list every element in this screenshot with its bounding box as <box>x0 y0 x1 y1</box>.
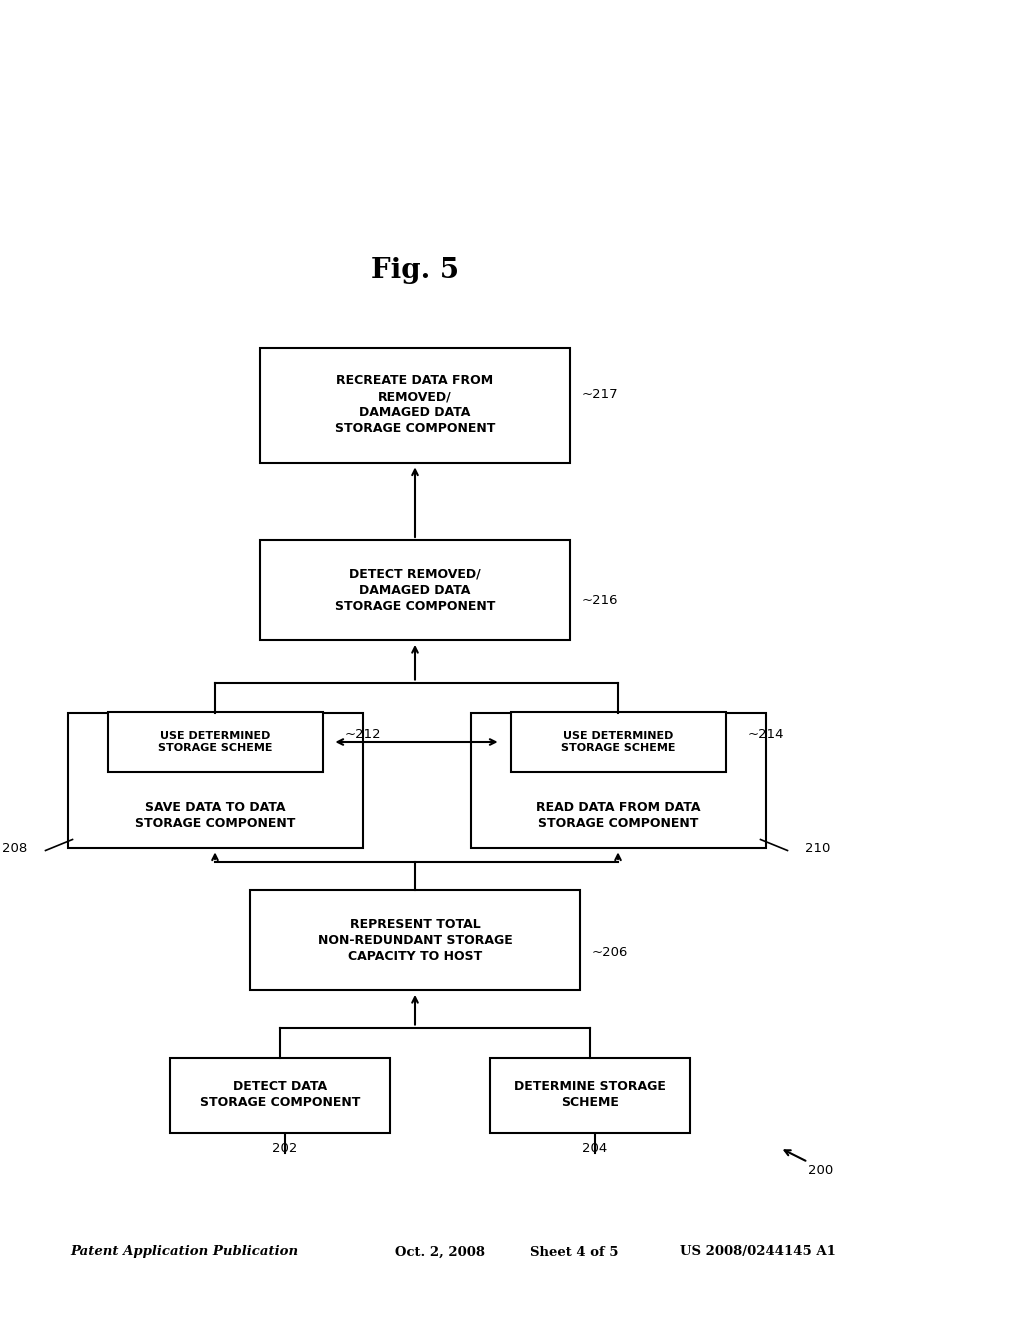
Text: REPRESENT TOTAL
NON-REDUNDANT STORAGE
CAPACITY TO HOST: REPRESENT TOTAL NON-REDUNDANT STORAGE CA… <box>317 917 512 962</box>
Text: ~206: ~206 <box>592 945 629 958</box>
Text: USE DETERMINED
STORAGE SCHEME: USE DETERMINED STORAGE SCHEME <box>561 731 675 754</box>
Text: DETECT DATA
STORAGE COMPONENT: DETECT DATA STORAGE COMPONENT <box>200 1081 360 1110</box>
Text: Fig. 5: Fig. 5 <box>371 256 459 284</box>
Bar <box>170 1057 390 1133</box>
Text: US 2008/0244145 A1: US 2008/0244145 A1 <box>680 1246 836 1258</box>
Text: READ DATA FROM DATA
STORAGE COMPONENT: READ DATA FROM DATA STORAGE COMPONENT <box>536 801 700 830</box>
Text: SAVE DATA TO DATA
STORAGE COMPONENT: SAVE DATA TO DATA STORAGE COMPONENT <box>135 801 295 830</box>
Text: ~212: ~212 <box>344 727 381 741</box>
Bar <box>68 713 362 847</box>
Text: ~214: ~214 <box>748 727 784 741</box>
Bar <box>250 890 580 990</box>
Bar <box>511 711 725 772</box>
Bar <box>260 540 570 640</box>
Text: Patent Application Publication: Patent Application Publication <box>70 1246 298 1258</box>
Bar <box>108 711 323 772</box>
Bar <box>260 347 570 462</box>
Text: 210: 210 <box>806 842 830 855</box>
Text: 204: 204 <box>583 1142 607 1155</box>
Text: ~217: ~217 <box>582 388 618 401</box>
Text: ~216: ~216 <box>582 594 618 606</box>
Text: 208: 208 <box>2 842 28 855</box>
Text: DETERMINE STORAGE
SCHEME: DETERMINE STORAGE SCHEME <box>514 1081 666 1110</box>
Text: Oct. 2, 2008: Oct. 2, 2008 <box>395 1246 485 1258</box>
Text: USE DETERMINED
STORAGE SCHEME: USE DETERMINED STORAGE SCHEME <box>158 731 272 754</box>
Text: DETECT REMOVED/
DAMAGED DATA
STORAGE COMPONENT: DETECT REMOVED/ DAMAGED DATA STORAGE COM… <box>335 568 496 612</box>
Text: Sheet 4 of 5: Sheet 4 of 5 <box>530 1246 618 1258</box>
Text: 202: 202 <box>272 1142 298 1155</box>
Text: RECREATE DATA FROM
REMOVED/
DAMAGED DATA
STORAGE COMPONENT: RECREATE DATA FROM REMOVED/ DAMAGED DATA… <box>335 375 496 436</box>
Text: 200: 200 <box>808 1163 834 1176</box>
Bar <box>470 713 766 847</box>
Bar <box>490 1057 690 1133</box>
